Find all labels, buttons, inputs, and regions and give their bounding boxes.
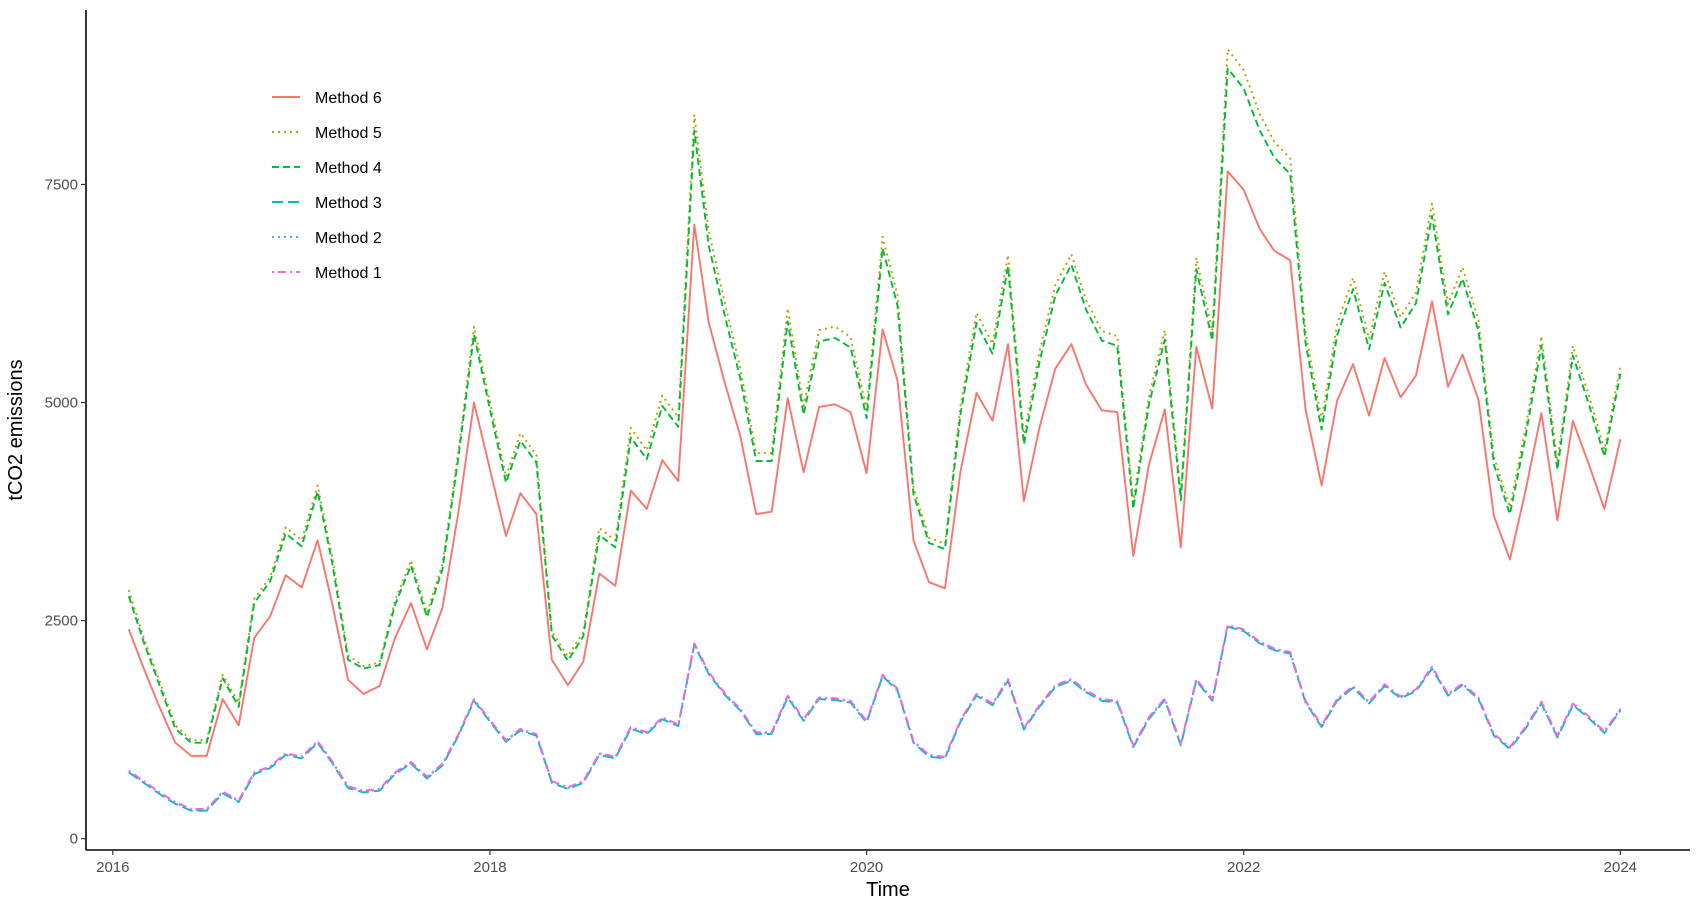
x-tick-label: 2018 xyxy=(473,859,506,876)
y-axis-title: tCO2 emissions xyxy=(5,359,27,500)
y-tick-label: 2500 xyxy=(45,613,78,630)
legend-label: Method 3 xyxy=(315,195,382,212)
y-tick-label: 0 xyxy=(70,831,78,848)
y-tick-label: 7500 xyxy=(45,176,78,193)
x-ticks: 2016 2018 2020 2022 2024 xyxy=(96,850,1637,876)
series-line-4 xyxy=(128,625,1622,812)
x-tick-label: 2024 xyxy=(1604,859,1637,876)
x-tick-label: 2016 xyxy=(96,859,129,876)
legend-label: Method 4 xyxy=(315,160,382,177)
legend-label: Method 1 xyxy=(315,265,382,282)
y-ticks: 0 2500 5000 7500 xyxy=(45,176,86,848)
legend-label: Method 2 xyxy=(315,230,382,247)
x-tick-label: 2022 xyxy=(1227,859,1260,876)
series-lines xyxy=(127,48,1622,812)
series-line-1 xyxy=(127,170,1622,757)
y-tick-label: 5000 xyxy=(45,395,78,412)
legend: Method 6 Method 5 Method 4 Method 3 Method 2… xyxy=(272,90,382,282)
legend-label: Method 6 xyxy=(315,90,382,107)
series-line-5 xyxy=(128,624,1622,811)
legend-label: Method 5 xyxy=(315,125,382,142)
x-axis-title: Time xyxy=(866,879,910,901)
axes xyxy=(85,10,1690,851)
series-line-3 xyxy=(127,67,1622,744)
x-tick-label: 2020 xyxy=(850,859,883,876)
series-line-6 xyxy=(128,624,1622,810)
